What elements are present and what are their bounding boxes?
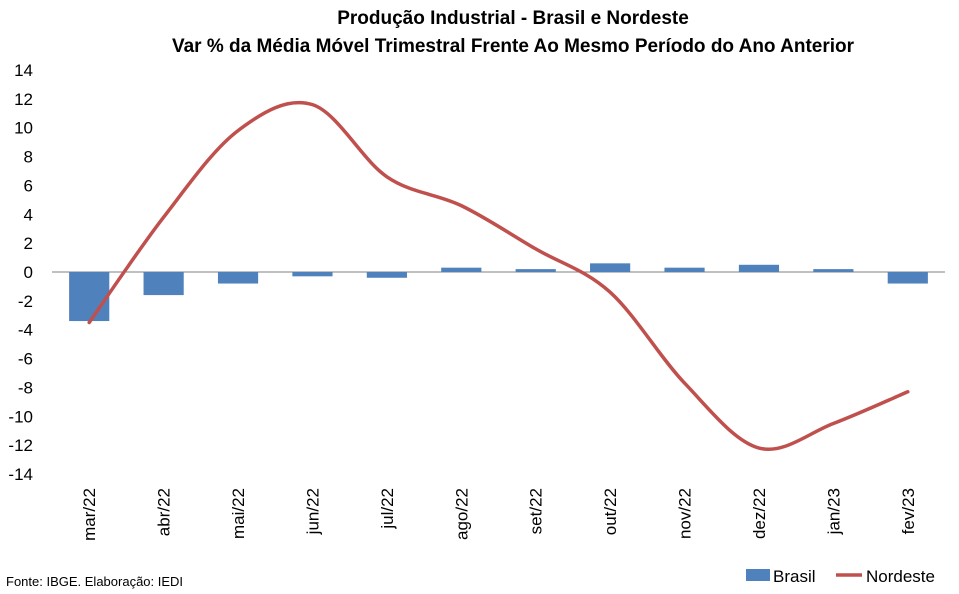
x-tick-label: jul/22 bbox=[378, 488, 397, 530]
y-tick-label: 6 bbox=[24, 176, 33, 195]
chart-title: Produção Industrial - Brasil e Nordeste bbox=[337, 8, 689, 29]
x-tick-label: abr/22 bbox=[155, 488, 174, 536]
x-tick-label: jun/22 bbox=[303, 488, 322, 535]
bar-brasil bbox=[292, 272, 333, 277]
x-tick-label: mai/22 bbox=[229, 488, 248, 539]
y-tick-label: 0 bbox=[24, 263, 33, 282]
bar-brasil bbox=[366, 272, 407, 278]
bar-brasil bbox=[590, 263, 631, 272]
bar-brasil bbox=[69, 272, 110, 322]
x-tick-label: ago/22 bbox=[452, 488, 471, 540]
y-tick-label: -8 bbox=[18, 378, 33, 397]
bar-brasil bbox=[813, 269, 854, 272]
y-axis: 14 12 10 8 6 4 2 0 -2 -4 -6 -8 -10 -12 -14 bbox=[8, 61, 33, 484]
x-tick-label: jan/23 bbox=[824, 488, 843, 535]
y-tick-label: -4 bbox=[18, 321, 33, 340]
x-tick-label: mar/22 bbox=[80, 488, 99, 541]
x-tick-label: nov/22 bbox=[676, 488, 695, 539]
y-tick-label: 14 bbox=[14, 61, 33, 80]
y-tick-label: -10 bbox=[8, 407, 33, 426]
bar-brasil bbox=[515, 269, 556, 272]
legend: Brasil Nordeste bbox=[746, 567, 935, 586]
legend-label-brasil: Brasil bbox=[773, 567, 816, 586]
x-tick-label: fev/23 bbox=[899, 488, 918, 534]
y-tick-label: -12 bbox=[8, 436, 33, 455]
x-tick-label: out/22 bbox=[601, 488, 620, 535]
x-tick-label: dez/22 bbox=[750, 488, 769, 539]
bar-brasil bbox=[664, 267, 705, 272]
legend-label-nordeste: Nordeste bbox=[866, 567, 935, 586]
y-tick-label: -14 bbox=[8, 465, 33, 484]
bar-brasil bbox=[738, 264, 780, 272]
x-axis: mar/22 abr/22 mai/22 jun/22 jul/22 ago/22 set/… bbox=[80, 488, 918, 541]
source-note: Fonte: IBGE. Elaboração: IEDI bbox=[6, 574, 183, 589]
y-tick-label: 8 bbox=[24, 148, 33, 167]
y-tick-label: -6 bbox=[18, 350, 33, 369]
brasil-bars bbox=[69, 263, 928, 322]
y-tick-label: 10 bbox=[14, 119, 33, 138]
y-tick-label: 2 bbox=[24, 234, 33, 253]
bar-brasil bbox=[143, 272, 184, 296]
chart-subtitle: Var % da Média Móvel Trimestral Frente A… bbox=[172, 36, 855, 57]
y-tick-label: -2 bbox=[18, 292, 33, 311]
bar-brasil bbox=[887, 272, 928, 284]
y-tick-label: 12 bbox=[14, 90, 33, 109]
bar-brasil bbox=[441, 267, 482, 272]
nordeste-line bbox=[87, 100, 910, 451]
y-tick-label: 4 bbox=[24, 205, 33, 224]
x-tick-label: set/22 bbox=[527, 488, 546, 534]
legend-swatch-brasil bbox=[746, 569, 770, 581]
bar-brasil bbox=[217, 272, 259, 284]
